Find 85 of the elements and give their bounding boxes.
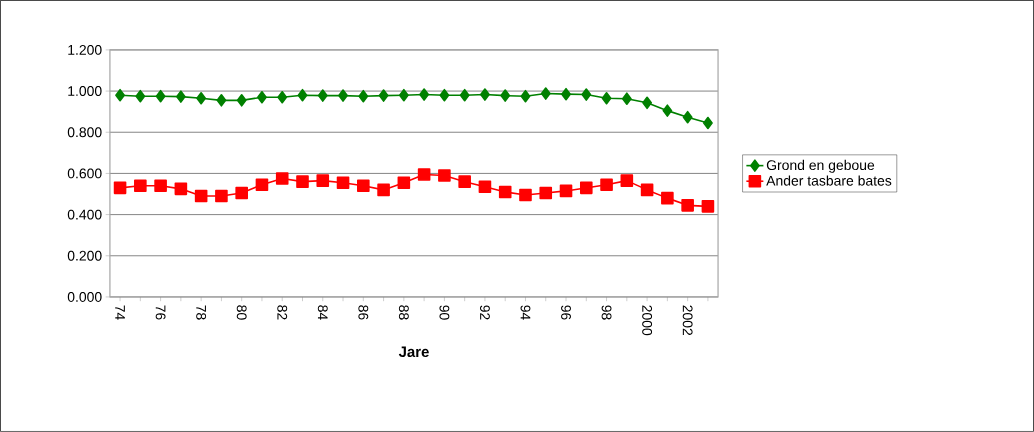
point (357, 179, 370, 193)
point (378, 89, 389, 102)
point (257, 91, 267, 104)
x-tick-label: 98 (601, 305, 612, 320)
point (235, 186, 248, 200)
point (297, 88, 308, 102)
point (196, 92, 207, 105)
point (559, 184, 573, 198)
y-tick-label: 0.000 (67, 292, 102, 302)
point (194, 189, 208, 203)
y-tick-label: 1.200 (68, 45, 102, 55)
point (519, 188, 532, 202)
point (702, 116, 713, 130)
point (478, 180, 492, 194)
point (134, 179, 147, 193)
point (480, 88, 490, 101)
y-tick-label: 0.200 (67, 250, 102, 261)
point (317, 89, 328, 102)
point (277, 91, 288, 104)
point (701, 200, 715, 213)
point (621, 92, 632, 106)
point (579, 181, 593, 195)
x-tick-label: 2000 (642, 305, 653, 336)
point (417, 168, 431, 181)
x-tick-label: 88 (398, 305, 409, 320)
point (600, 178, 613, 192)
y-tick-label: 1.000 (68, 86, 102, 97)
point (620, 174, 634, 187)
x-tick-label: 74 (115, 305, 125, 320)
point (377, 183, 390, 197)
x-tick-label: 78 (196, 305, 207, 320)
y-tick-label: 0.800 (67, 127, 102, 138)
point (154, 179, 167, 193)
point (236, 94, 247, 107)
point (338, 89, 348, 102)
x-tick-label: 90 (439, 305, 450, 320)
point (316, 174, 330, 187)
point (174, 182, 188, 196)
x-axis-title: Jare (398, 346, 429, 358)
point (135, 89, 146, 103)
x-tick-label: 96 (561, 305, 571, 320)
point (520, 89, 531, 103)
point (255, 178, 269, 192)
y-tick-label: 0.400 (67, 209, 102, 220)
point (397, 176, 411, 190)
x-tick-label: 80 (236, 305, 247, 320)
y-tick-label: 0.600 (67, 168, 102, 179)
point (175, 90, 186, 103)
point (419, 88, 430, 101)
point (296, 175, 309, 189)
x-tick-label: 2002 (682, 305, 693, 336)
x-tick-label: 82 (277, 305, 288, 320)
x-tick-label: 84 (317, 305, 328, 320)
point (216, 94, 227, 107)
point (458, 175, 471, 189)
point (155, 89, 166, 103)
point (661, 191, 674, 205)
point (358, 89, 369, 103)
point (438, 169, 451, 182)
point (215, 189, 228, 203)
x-tick-label: 92 (479, 305, 490, 320)
point (439, 88, 450, 102)
point (336, 176, 350, 190)
point (500, 89, 511, 102)
point (115, 88, 125, 102)
point (459, 88, 470, 102)
point (498, 185, 512, 199)
point (113, 181, 127, 195)
point (561, 87, 571, 101)
x-tick-label: 76 (155, 305, 166, 320)
point (682, 110, 693, 124)
point (398, 88, 409, 102)
x-tick-label: 94 (520, 305, 531, 320)
point (642, 96, 653, 110)
x-tick-label: 86 (358, 305, 369, 320)
point (275, 172, 289, 185)
point (539, 186, 553, 200)
legend-label: Grond en geboue (766, 159, 875, 173)
point (640, 183, 654, 197)
point (581, 88, 592, 101)
point (681, 199, 694, 212)
point (601, 92, 612, 105)
point (662, 104, 673, 117)
point (540, 87, 551, 100)
legend-label: Ander tasbare bates (766, 175, 892, 186)
